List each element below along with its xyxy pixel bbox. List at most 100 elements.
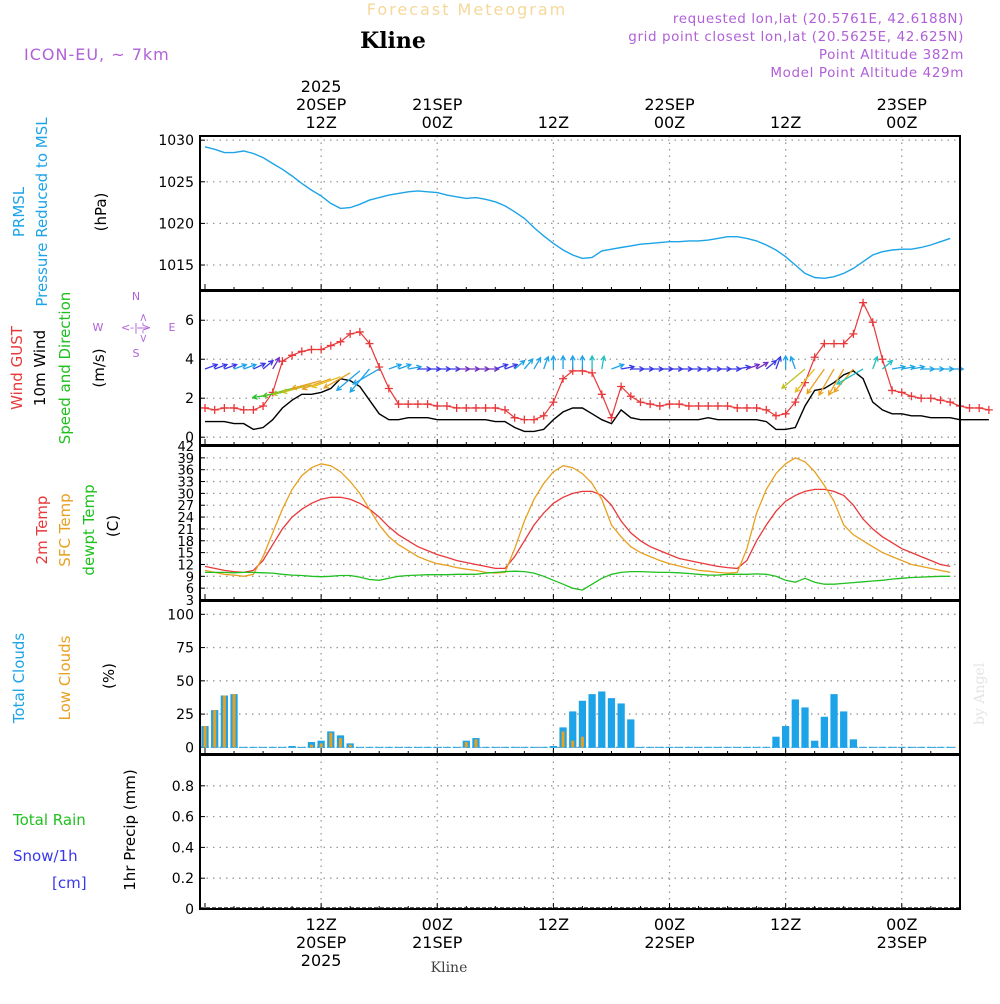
wind-direction-arrow bbox=[204, 363, 219, 370]
wind-direction-arrow bbox=[589, 354, 596, 369]
total-cloud-bar bbox=[830, 694, 838, 748]
wind-gust-marker bbox=[210, 405, 219, 414]
wind-gust-marker bbox=[655, 402, 664, 411]
pressure-unit: (hPa) bbox=[92, 193, 110, 232]
temp-label-0: 2m Temp bbox=[33, 496, 51, 565]
wind-direction-arrow bbox=[514, 359, 526, 370]
wind-gust-marker bbox=[220, 403, 229, 412]
y-tick-label: 2 bbox=[185, 391, 194, 407]
wind-direction-arrow bbox=[780, 368, 806, 390]
low-cloud-bar bbox=[232, 694, 236, 748]
top-time-label: 12Z bbox=[538, 113, 569, 132]
wind-gust-marker bbox=[442, 402, 451, 411]
wind-direction-arrow bbox=[569, 354, 576, 369]
wind-gust-marker bbox=[549, 398, 558, 407]
top-time-label: 23SEP bbox=[877, 95, 928, 114]
y-tick-label: 9 bbox=[186, 570, 194, 585]
model-label: ICON-EU, ~ 7km bbox=[24, 45, 170, 64]
compass-vertical-arrow: <-|-> bbox=[137, 313, 150, 343]
requested-coordinates: requested lon,lat (20.5761E, 42.6188N) bbox=[673, 11, 964, 27]
wind-unit: (m/s) bbox=[90, 348, 108, 387]
wind-gust-line bbox=[204, 301, 990, 421]
wind-gust-marker bbox=[520, 415, 529, 424]
clouds-label-total: Total Clouds bbox=[10, 633, 28, 725]
wind-direction-arrow bbox=[746, 363, 761, 370]
pressure-line bbox=[204, 146, 951, 280]
low-cloud-bar bbox=[580, 736, 584, 748]
wind-gust-marker bbox=[723, 402, 732, 411]
wind-gust-marker bbox=[346, 329, 355, 338]
wind-panel: 0 2 4 6 bbox=[185, 290, 993, 446]
wind-gust-marker bbox=[917, 394, 926, 403]
wind-gust-marker bbox=[684, 402, 693, 411]
total-cloud-bar bbox=[849, 739, 858, 748]
top-time-label: 00Z bbox=[886, 113, 917, 132]
wind-gust-marker bbox=[965, 403, 974, 412]
wind-gust-marker bbox=[830, 339, 839, 348]
y-tick-label: 0.2 bbox=[172, 871, 194, 887]
wind-gust-marker bbox=[288, 351, 297, 360]
wind-direction-arrow bbox=[600, 354, 607, 370]
pressure-label-full: Pressure Reduced to MSL bbox=[33, 117, 51, 307]
wind-gust-marker bbox=[636, 398, 645, 407]
wind-gust-marker bbox=[762, 405, 771, 414]
wind-direction-arrow bbox=[388, 363, 403, 370]
wind-direction-arrow bbox=[543, 355, 550, 370]
wind-gust-marker bbox=[404, 400, 413, 409]
total-cloud-bar bbox=[607, 698, 616, 748]
low-cloud-bar bbox=[348, 744, 352, 748]
wind-direction-arrow bbox=[262, 359, 275, 370]
wind-direction-arrow bbox=[756, 361, 770, 370]
wind-direction-arrow bbox=[765, 359, 778, 370]
y-tick-label: 24 bbox=[177, 511, 194, 526]
clouds-label-low: Low Clouds bbox=[56, 635, 74, 720]
wind-gust-marker bbox=[926, 394, 935, 403]
y-tick-label: 15 bbox=[177, 547, 194, 562]
wind-label-2: Speed and Direction bbox=[56, 292, 74, 445]
location-title: Kline bbox=[360, 28, 426, 54]
wind-gust-marker bbox=[733, 403, 742, 412]
bottom-time-label: 23SEP bbox=[877, 933, 928, 952]
precip-label-rain: Total Rain bbox=[12, 811, 86, 829]
wind-gust-marker bbox=[317, 345, 326, 354]
point-altitude: Point Altitude 382m bbox=[819, 47, 964, 63]
low-cloud-bar bbox=[474, 739, 478, 748]
wind-gust-marker bbox=[646, 400, 655, 409]
wind-gust-marker bbox=[491, 403, 500, 412]
wind-speed-line bbox=[205, 370, 989, 433]
wind-direction-arrow bbox=[533, 356, 542, 370]
wind-gust-marker bbox=[839, 339, 848, 348]
wind-direction-arrow bbox=[495, 363, 509, 370]
wind-direction-arrow bbox=[272, 356, 280, 370]
total-cloud-bar bbox=[307, 742, 316, 748]
wind-gust-marker bbox=[781, 409, 790, 418]
wind-gust-marker bbox=[617, 382, 626, 391]
wind-gust-marker bbox=[530, 415, 539, 424]
wind-gust-marker bbox=[297, 347, 306, 356]
wind-direction-arrow bbox=[872, 355, 879, 370]
temp-unit: (C) bbox=[104, 515, 122, 537]
wind-direction-arrow bbox=[818, 368, 835, 397]
total-cloud-bar bbox=[549, 746, 558, 748]
wind-gust-marker bbox=[249, 405, 258, 414]
total-cloud-bar bbox=[578, 700, 587, 748]
top-time-label: 00Z bbox=[422, 113, 453, 132]
wind-gust-marker bbox=[384, 384, 393, 393]
total-cloud-bar bbox=[627, 719, 635, 748]
wind-direction-arrow bbox=[579, 354, 586, 369]
low-cloud-bar bbox=[319, 743, 323, 748]
wind-gust-marker bbox=[559, 374, 568, 383]
wind-gust-marker bbox=[471, 403, 480, 412]
pressure-label-prmsl: PRMSL bbox=[10, 186, 28, 237]
wind-gust-marker bbox=[326, 341, 335, 350]
wind-direction-arrow bbox=[233, 363, 248, 370]
wind-gust-marker bbox=[626, 392, 635, 401]
panel-frame bbox=[199, 290, 961, 446]
total-cloud-bar bbox=[801, 707, 809, 748]
precip-unit: 1hr Precip (mm) bbox=[121, 769, 139, 890]
bottom-time-label: 12Z bbox=[538, 915, 569, 934]
wind-gust-marker bbox=[375, 363, 384, 372]
